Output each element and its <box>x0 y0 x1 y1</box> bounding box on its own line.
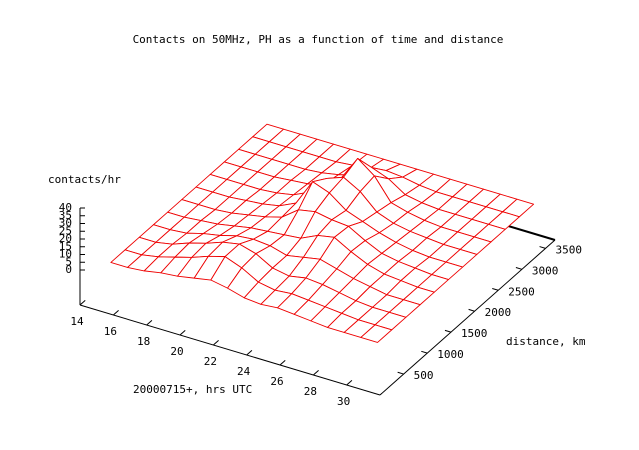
y-tick <box>468 308 475 312</box>
y-tick <box>421 350 428 354</box>
y-tick-label: 2000 <box>485 306 512 319</box>
x-tick-label: 28 <box>304 385 317 398</box>
y-tick-label: 1000 <box>437 348 464 361</box>
x-tick-label: 22 <box>204 355 217 368</box>
x-tick <box>279 359 286 366</box>
y-tick-label: 2500 <box>508 285 535 298</box>
x-tick-label: 30 <box>337 395 350 408</box>
z-tick-label: 15 <box>59 240 72 253</box>
x-tick-label: 20 <box>170 345 183 358</box>
x-tick-label: 24 <box>237 365 251 378</box>
x-tick <box>146 319 153 326</box>
y-axis-label: distance, km <box>506 335 586 348</box>
y-tick <box>492 287 499 291</box>
z-tick-label: 5 <box>65 255 72 268</box>
axis-line <box>379 239 556 396</box>
y-tick-label: 500 <box>414 369 434 382</box>
x-tick-label: 18 <box>137 335 150 348</box>
x-tick-label: 14 <box>70 315 84 328</box>
z-tick-label: 0 <box>65 263 72 276</box>
z-axis-label: contacts/hr <box>48 173 121 186</box>
x-tick <box>346 379 353 386</box>
z-tick-label: 30 <box>59 217 72 230</box>
x-tick-label: 26 <box>270 375 283 388</box>
z-tick-label: 10 <box>59 248 72 261</box>
y-tick <box>539 246 546 249</box>
axis-line <box>79 304 381 396</box>
x-tick <box>179 329 186 336</box>
y-tick-label: 1500 <box>461 327 488 340</box>
x-tick <box>79 299 86 306</box>
surface-cell <box>360 324 393 343</box>
z-tick-label: 35 <box>59 209 72 222</box>
x-axis-label: 20000715+, hrs UTC <box>133 383 252 396</box>
z-tick-label: 20 <box>59 232 72 245</box>
y-tick-label: 3500 <box>556 243 583 256</box>
x-tick <box>313 369 319 376</box>
x-tick <box>113 309 119 316</box>
x-tick-label: 16 <box>104 325 117 338</box>
y-tick <box>444 329 452 333</box>
y-tick <box>397 371 404 375</box>
x-tick <box>213 339 219 346</box>
y-tick <box>515 267 523 270</box>
z-tick-label: 40 <box>59 201 72 214</box>
chart-title: Contacts on 50MHz, PH as a function of t… <box>133 33 504 46</box>
y-tick-label: 3000 <box>532 264 559 277</box>
x-tick <box>246 349 253 356</box>
z-tick-label: 25 <box>59 224 72 237</box>
